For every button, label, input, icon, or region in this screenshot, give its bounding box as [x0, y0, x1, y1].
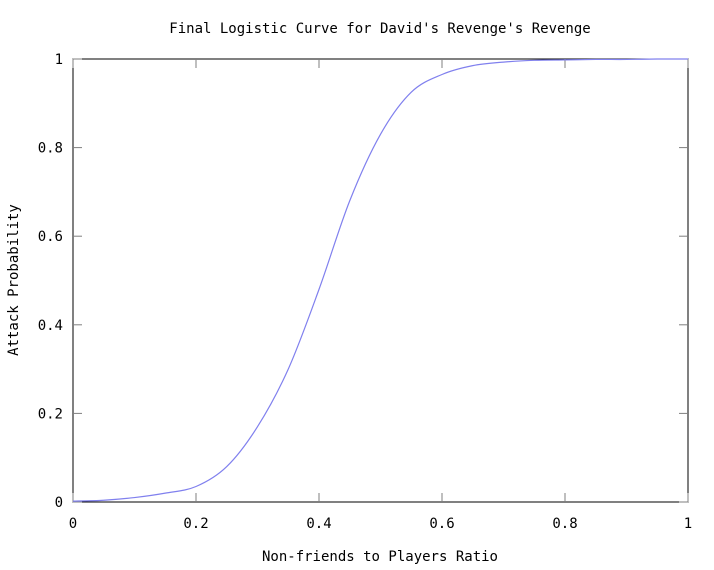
- y-tick-labels: 0 0.2 0.4 0.6 0.8 1: [38, 52, 63, 511]
- y-tick-label: 1: [55, 52, 63, 68]
- y-tick-label: 0.6: [38, 229, 63, 245]
- series-group: [72, 58, 689, 502]
- x-tick-labels: 0 0.2 0.4 0.6 0.8 1: [69, 516, 692, 532]
- y-tick-label: 0: [55, 495, 63, 511]
- tick-marks: [72, 58, 689, 503]
- x-tick-label: 0: [69, 516, 77, 532]
- x-tick-label: 0.2: [183, 516, 208, 532]
- y-tick-label: 0.8: [38, 141, 63, 157]
- x-axis-title: Non-friends to Players Ratio: [262, 549, 498, 565]
- chart-title: Final Logistic Curve for David's Revenge…: [169, 21, 590, 37]
- x-tick-label: 0.8: [552, 516, 577, 532]
- y-axis-title: Attack Probability: [6, 204, 22, 356]
- y-tick-label: 0.2: [38, 406, 63, 422]
- x-tick-label: 1: [684, 516, 692, 532]
- plot-frame: [72, 58, 689, 503]
- y-tick-label: 0.4: [38, 318, 63, 334]
- x-tick-label: 0.4: [306, 516, 331, 532]
- x-tick-label: 0.6: [429, 516, 454, 532]
- series-line: [72, 58, 689, 502]
